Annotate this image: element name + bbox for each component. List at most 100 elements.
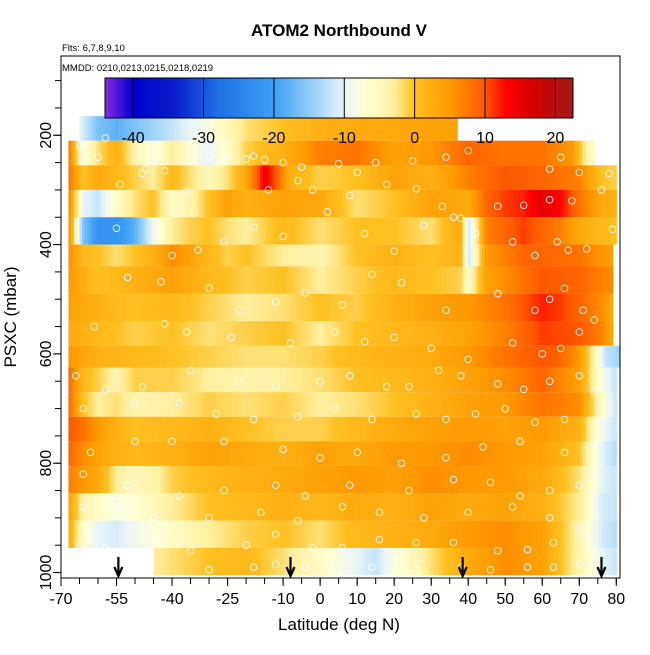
- heatmap-cell: [609, 367, 614, 393]
- heatmap-cell: [140, 367, 144, 393]
- heatmap-cell: [379, 367, 383, 393]
- heatmap-cell: [68, 520, 72, 548]
- heatmap-cell: [132, 465, 136, 494]
- heatmap-cell: [151, 345, 156, 368]
- heatmap-cell: [207, 367, 211, 393]
- heatmap-cell: [504, 293, 508, 322]
- heatmap-cell: [454, 293, 458, 322]
- heatmap-cell: [384, 116, 389, 141]
- heatmap-cell: [504, 321, 508, 346]
- heatmap-cell: [90, 266, 94, 294]
- heatmap-cell: [276, 392, 281, 417]
- heatmap-cell: [587, 321, 591, 346]
- heatmap-cell: [118, 244, 122, 267]
- heatmap-cell: [171, 165, 175, 190]
- heatmap-cell: [404, 140, 408, 166]
- heatmap-cell: [471, 217, 475, 245]
- heatmap-cell: [251, 321, 256, 346]
- heatmap-cell: [246, 321, 250, 346]
- heatmap-cell: [407, 392, 411, 417]
- heatmap-cell: [382, 416, 386, 442]
- heatmap-cell: [590, 520, 594, 548]
- heatmap-cell: [446, 367, 450, 393]
- heatmap-cell: [404, 321, 408, 346]
- heatmap-cell: [248, 520, 253, 548]
- heatmap-cell: [351, 367, 355, 393]
- heatmap-cell: [323, 293, 328, 322]
- heatmap-cell: [212, 465, 217, 494]
- heatmap-cell: [160, 293, 164, 322]
- heatmap-cell: [126, 244, 131, 267]
- heatmap-cell: [559, 520, 564, 548]
- heatmap-cell: [381, 547, 385, 576]
- heatmap-cell: [226, 217, 231, 245]
- heatmap-cell: [587, 165, 591, 190]
- heatmap-cell: [73, 367, 78, 393]
- heatmap-cell: [104, 244, 108, 267]
- heatmap-cell: [284, 493, 289, 521]
- heatmap-cell: [532, 266, 536, 294]
- heatmap-cell: [384, 189, 389, 218]
- heatmap-cell: [287, 140, 292, 166]
- heatmap-cell: [118, 416, 122, 442]
- heatmap-cell: [579, 441, 583, 466]
- heatmap-cell: [185, 116, 189, 141]
- heatmap-cell: [457, 244, 461, 267]
- heatmap-cell: [509, 321, 514, 346]
- observation-marker: [334, 568, 343, 577]
- observation-marker: [123, 481, 132, 489]
- observation-marker: [353, 168, 361, 177]
- heatmap-cell: [204, 392, 208, 417]
- heatmap-cell: [112, 189, 117, 218]
- heatmap-cell: [162, 441, 167, 466]
- heatmap-cell: [615, 217, 617, 245]
- heatmap-cell: [348, 493, 353, 521]
- heatmap-cell: [376, 140, 380, 166]
- heatmap-cell: [279, 441, 283, 466]
- heatmap-cell: [246, 416, 250, 442]
- heatmap-cell: [543, 321, 547, 346]
- heatmap-cell: [404, 392, 408, 417]
- heatmap-cell: [201, 217, 206, 245]
- heatmap-cell: [565, 441, 569, 466]
- heatmap-cell: [520, 321, 525, 346]
- heatmap-cell: [343, 321, 347, 346]
- heatmap-cell: [229, 321, 233, 346]
- heatmap-cell: [179, 116, 183, 141]
- heatmap-cell: [300, 547, 305, 576]
- heatmap-cell: [415, 189, 419, 218]
- heatmap-cell: [354, 416, 358, 442]
- heatmap-cell: [197, 547, 202, 576]
- heatmap-cell: [479, 266, 483, 294]
- heatmap-cell: [204, 217, 208, 245]
- heatmap-cell: [382, 189, 386, 218]
- heatmap-cell: [104, 441, 108, 466]
- heatmap-cell: [545, 520, 550, 548]
- heatmap-cell: [104, 392, 108, 417]
- heatmap-cell: [185, 465, 189, 494]
- heatmap-cell: [329, 321, 333, 346]
- heatmap-cell: [354, 116, 358, 141]
- observation-marker: [346, 372, 354, 380]
- heatmap-cell: [346, 321, 350, 346]
- heatmap-cell: [601, 465, 605, 494]
- heatmap-cell: [515, 416, 519, 442]
- heatmap-cell: [337, 140, 342, 166]
- heatmap-cell: [162, 465, 167, 494]
- heatmap-cell: [612, 189, 616, 218]
- heatmap-cell: [462, 520, 467, 548]
- heatmap-cell: [565, 293, 569, 322]
- heatmap-cell: [543, 244, 547, 267]
- heatmap-cell: [423, 244, 428, 267]
- heatmap-cell: [129, 441, 133, 466]
- heatmap-cell: [584, 465, 589, 494]
- heatmap-cell: [404, 367, 408, 393]
- heatmap-cell: [593, 244, 597, 267]
- heatmap-cell: [143, 441, 147, 466]
- heatmap-cell: [293, 116, 297, 141]
- heatmap-cell: [257, 293, 261, 322]
- heatmap-cell: [220, 547, 224, 576]
- heatmap-cell: [243, 520, 247, 548]
- observation-marker: [90, 322, 99, 331]
